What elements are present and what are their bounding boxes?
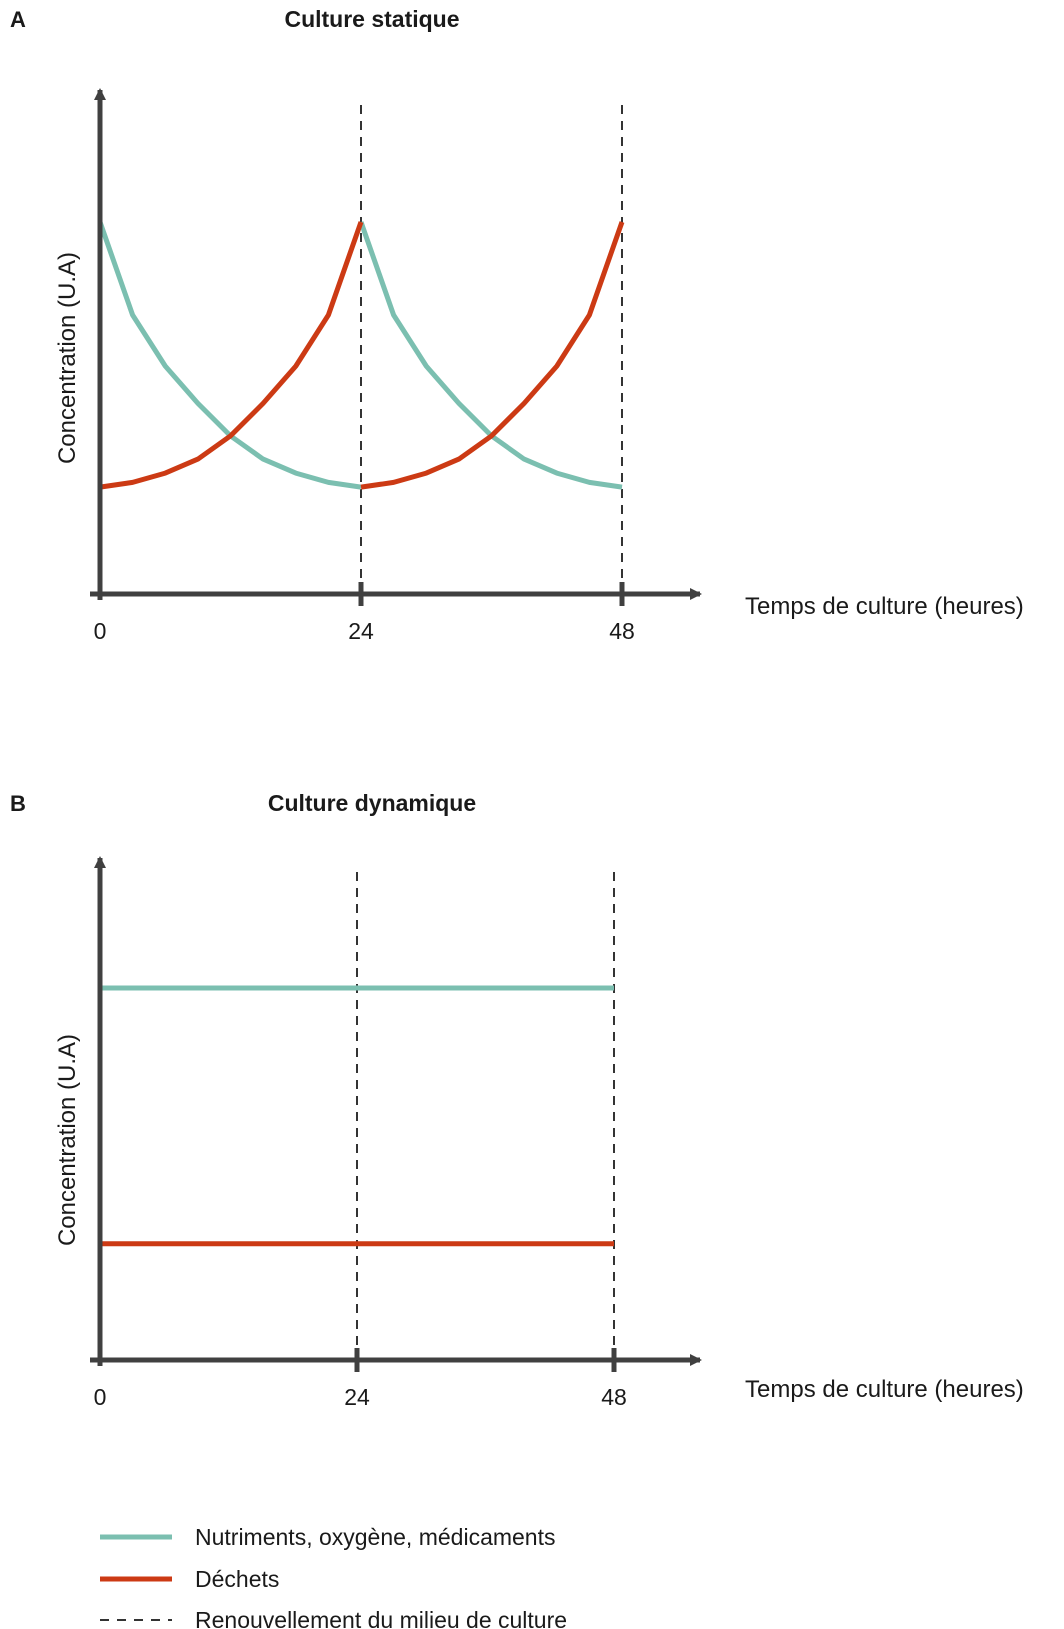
x-tick-label-0: 0 [94, 1384, 107, 1410]
x-tick-label-24: 24 [344, 1384, 370, 1410]
y-axis-label-a: Concentration (U.A) [54, 252, 81, 464]
legend-item-waste: Déchets [100, 1566, 279, 1592]
x-tick-label-48: 48 [609, 618, 635, 644]
panel-letter-a: A [10, 7, 26, 32]
x-axis-label-b: Temps de culture (heures) [745, 1376, 1024, 1403]
legend-item-nutrients: Nutriments, oxygène, médicaments [100, 1524, 556, 1550]
legend-label-renewal: Renouvellement du milieu de culture [195, 1607, 567, 1629]
panel-b: B Culture dynamique Concentration (U.A) … [10, 790, 1024, 1410]
x-axis-label-a: Temps de culture (heures) [745, 593, 1024, 620]
panel-a: A Culture statique Concentration (U.A) T… [10, 6, 1024, 644]
series-b [100, 985, 614, 1247]
x-tick-label-0: 0 [94, 618, 107, 644]
axes-b: 0 24 48 [90, 856, 702, 1410]
panel-letter-b: B [10, 791, 26, 816]
renewal-lines-a [360, 105, 623, 594]
panel-title-a: Culture statique [284, 6, 459, 32]
y-axis-label-b: Concentration (U.A) [54, 1034, 81, 1246]
renewal-lines-b [356, 872, 615, 1360]
legend: Nutriments, oxygène, médicaments Déchets… [100, 1524, 567, 1629]
x-tick-label-48: 48 [601, 1384, 627, 1410]
legend-item-renewal: Renouvellement du milieu de culture [100, 1607, 567, 1629]
series-line-waste [99, 221, 625, 490]
x-tick-label-24: 24 [348, 618, 374, 644]
legend-label-nutrients: Nutriments, oxygène, médicaments [195, 1524, 556, 1550]
legend-label-waste: Déchets [195, 1566, 279, 1592]
series-a [97, 221, 625, 490]
panel-title-b: Culture dynamique [268, 790, 476, 816]
axes-a: 0 24 48 [90, 88, 702, 644]
